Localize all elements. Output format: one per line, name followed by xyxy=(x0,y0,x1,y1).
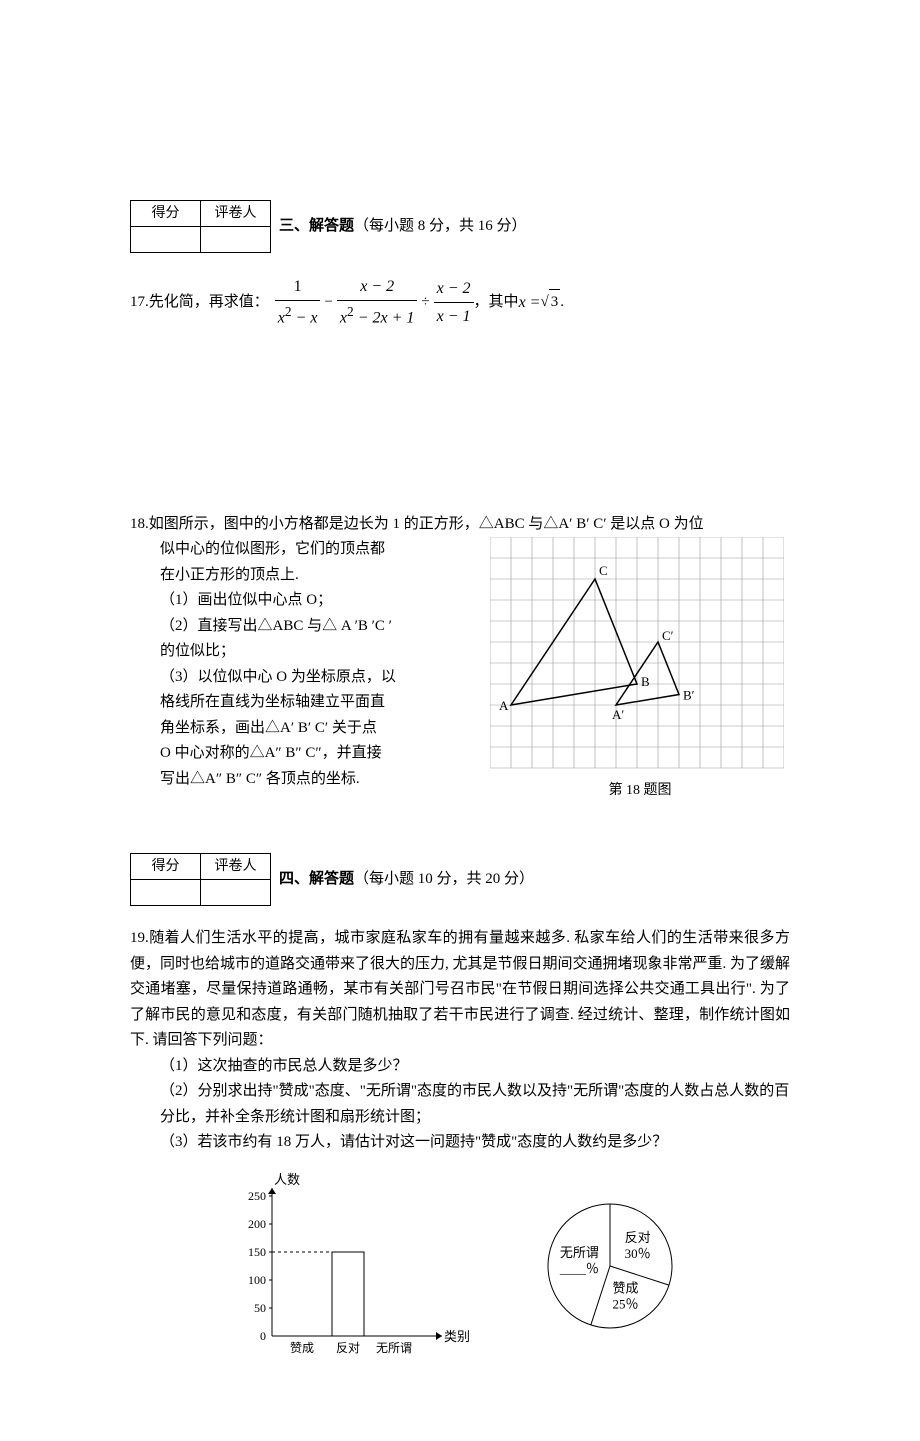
q18-p2b: 的位似比； xyxy=(160,639,468,665)
section-3-subtitle: （每小题 8 分，共 16 分） xyxy=(354,218,527,234)
svg-text:A: A xyxy=(499,698,509,713)
svg-text:25％: 25％ xyxy=(612,1296,638,1311)
grader-cell-header: 评卷人 xyxy=(201,201,271,227)
svg-text:C′: C′ xyxy=(662,628,674,643)
q18-p3b: 格线所在直线为坐标轴建立平面直 xyxy=(160,690,468,716)
score-box: 得分 评卷人 xyxy=(130,200,271,253)
q18-p3a: （3）以位似中心 O 为坐标原点，以 xyxy=(160,665,468,691)
score-cell-blank-4 xyxy=(131,880,201,906)
svg-text:人数: 人数 xyxy=(274,1172,300,1187)
svg-text:赞成: 赞成 xyxy=(612,1280,638,1295)
svg-text:无所谓: 无所谓 xyxy=(560,1245,599,1260)
q18-line2: 似中心的位似图形，它们的顶点都 xyxy=(160,537,468,563)
q18-caption: 第 18 题图 xyxy=(490,779,790,803)
q18-p3e: 写出△A″ B″ C″ 各顶点的坐标. xyxy=(160,767,468,793)
section-4-subtitle: （每小题 10 分，共 20 分） xyxy=(354,871,534,887)
svg-text:____％: ____％ xyxy=(559,1261,599,1276)
svg-text:反对: 反对 xyxy=(336,1341,360,1355)
question-19: 19.随着人们生活水平的提高，城市家庭私家车的拥有量越来越多. 私家车给人们的生… xyxy=(130,926,790,1361)
svg-text:B′: B′ xyxy=(683,688,695,703)
svg-text:A′: A′ xyxy=(612,707,624,722)
q18-p1: （1）画出位似中心点 O； xyxy=(160,588,468,614)
q17-sqrt: 3 xyxy=(549,289,561,316)
frac-1: 1 x2 − x xyxy=(275,273,321,332)
q18-p3c: 角坐标系，画出△A′ B′ C′ 关于点 xyxy=(160,716,468,742)
score-cell-header-4: 得分 xyxy=(131,854,201,880)
divide-op: ÷ xyxy=(417,290,433,316)
q19-p1: （1）这次抽查的市民总人数是多少？ xyxy=(160,1054,790,1080)
q19-p3: （3）若该市约有 18 万人，请估计对这一问题持"赞成"态度的人数约是多少？ xyxy=(160,1130,790,1156)
score-cell-header: 得分 xyxy=(131,201,201,227)
q17-expression: 1 x2 − x − x − 2 x2 − 2x + 1 ÷ x − 2 x −… xyxy=(275,273,564,332)
section-3-header: 得分 评卷人 三、解答题（每小题 8 分，共 16 分） xyxy=(130,200,790,253)
q19-pie-chart: 反对30％ 赞成25％ 无所谓____％ xyxy=(520,1191,690,1341)
svg-text:无所谓: 无所谓 xyxy=(376,1341,412,1355)
svg-text:类别: 类别 xyxy=(444,1329,470,1344)
svg-text:C: C xyxy=(599,563,608,578)
svg-text:150: 150 xyxy=(248,1245,266,1259)
grader-cell-blank xyxy=(201,227,271,253)
svg-text:0: 0 xyxy=(260,1329,266,1343)
svg-text:100: 100 xyxy=(248,1273,266,1287)
frac-2: x − 2 x2 − 2x + 1 xyxy=(337,273,417,332)
svg-text:B: B xyxy=(641,674,650,689)
score-box-4: 得分 评卷人 xyxy=(130,853,271,906)
svg-text:反对: 反对 xyxy=(625,1229,651,1244)
q18-grid-figure: A B C A′ B′ C′ xyxy=(490,537,784,773)
section-4-title: 四、解答题 xyxy=(279,871,354,887)
q18-line1: 如图所示，图中的小方格都是边长为 1 的正方形，△ABC 与△A′ B′ C′ … xyxy=(149,516,704,532)
q19-bar-chart: 0 50 100 150 200 250 人数类别赞成 反对 无所谓 xyxy=(230,1171,480,1361)
section-4-header: 得分 评卷人 四、解答题（每小题 10 分，共 20 分） xyxy=(130,853,790,906)
q17-number: 17. xyxy=(130,290,149,316)
svg-text:200: 200 xyxy=(248,1217,266,1231)
score-cell-blank xyxy=(131,227,201,253)
q18-number: 18. xyxy=(130,516,149,532)
q18-p2a: （2）直接写出△ABC 与△ A ′B ′C ′ xyxy=(160,614,468,640)
grader-cell-blank-4 xyxy=(201,880,271,906)
svg-text:50: 50 xyxy=(254,1301,266,1315)
q17-x-eq: x = xyxy=(519,289,541,316)
q17-period: . xyxy=(560,290,564,316)
question-17: 17. 先化简，再求值： 1 x2 − x − x − 2 x2 − 2x + … xyxy=(130,273,790,482)
question-18: 18.如图所示，图中的小方格都是边长为 1 的正方形，△ABC 与△A′ B′ … xyxy=(130,512,790,803)
q17-where: ，其中 xyxy=(474,290,519,316)
svg-text:250: 250 xyxy=(248,1189,266,1203)
q18-p3d: O 中心对称的△A″ B″ C″，并直接 xyxy=(160,741,468,767)
section-3-title: 三、解答题 xyxy=(279,218,354,234)
q19-p2: （2）分别求出持"赞成"态度、"无所谓"态度的市民人数以及持"无所谓"态度的人数… xyxy=(160,1079,790,1130)
minus-op: − xyxy=(320,290,336,316)
q17-prefix: 先化简，再求值： xyxy=(149,290,269,316)
frac-3: x − 2 x − 1 xyxy=(434,275,474,330)
q19-body: 随着人们生活水平的提高，城市家庭私家车的拥有量越来越多. 私家车给人们的生活带来… xyxy=(130,930,790,1048)
svg-text:30％: 30％ xyxy=(625,1245,651,1260)
grader-cell-header-4: 评卷人 xyxy=(201,854,271,880)
svg-text:赞成: 赞成 xyxy=(290,1341,314,1355)
q19-number: 19. xyxy=(130,930,149,946)
q18-line3: 在小正方形的顶点上. xyxy=(160,563,468,589)
